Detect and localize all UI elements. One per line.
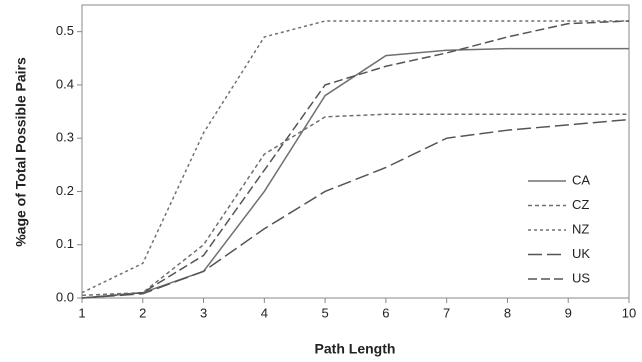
x-tick-label: 6	[382, 305, 389, 320]
series-line	[81, 20, 629, 294]
x-tick-label: 4	[261, 305, 268, 320]
legend-label: UK	[572, 246, 590, 261]
series-line	[81, 118, 630, 299]
x-tick-label: 10	[622, 305, 636, 320]
y-axis-title: %age of Total Possible Pairs	[13, 57, 29, 247]
x-tick-label: 2	[139, 305, 146, 320]
x-tick-label: 7	[443, 305, 450, 320]
legend-label: US	[572, 270, 590, 285]
y-tick-label: 0.1	[56, 236, 74, 251]
x-tick-label: 1	[78, 305, 85, 320]
legend-label: CA	[572, 172, 590, 187]
y-tick-label: 0.4	[56, 76, 74, 91]
y-tick-label: 0.2	[56, 183, 74, 198]
plot-frame	[81, 4, 630, 299]
series-line	[81, 47, 629, 299]
legend-label: CZ	[572, 197, 589, 212]
series-line	[81, 113, 629, 297]
x-tick-label: 9	[565, 305, 572, 320]
x-tick-label: 8	[504, 305, 511, 320]
x-tick-label: 5	[321, 305, 328, 320]
x-axis-title: Path Length	[315, 341, 396, 357]
x-tick-label: 3	[200, 305, 207, 320]
y-tick-label: 0.0	[56, 289, 74, 304]
series-line	[81, 20, 630, 299]
legend-label: NZ	[572, 221, 589, 236]
y-tick-label: 0.3	[56, 130, 74, 145]
y-tick-label: 0.5	[56, 23, 74, 38]
legend-box	[520, 168, 620, 290]
